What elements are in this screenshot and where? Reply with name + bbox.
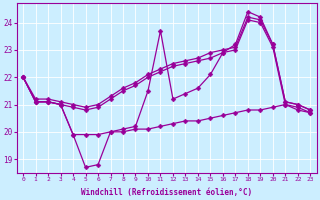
X-axis label: Windchill (Refroidissement éolien,°C): Windchill (Refroidissement éolien,°C) [81,188,252,197]
